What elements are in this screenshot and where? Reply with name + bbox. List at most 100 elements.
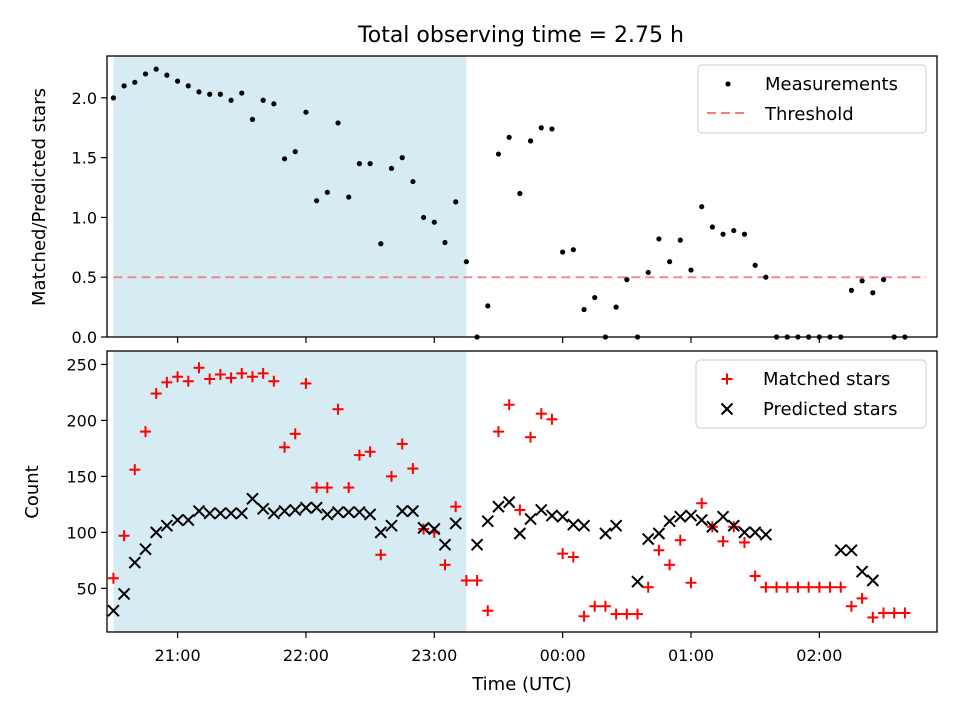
predicted-star-point [117,587,131,601]
measurement-point [592,294,598,301]
matched-star-point [610,608,622,620]
figure-title: Total observing time = 2.75 h [357,23,684,48]
measurement-point [249,116,256,122]
matched-star-point [214,369,226,381]
measurement-point [399,155,405,161]
measurement-point [688,267,694,273]
measurement-point [752,262,758,268]
matched-star-point [246,371,258,383]
measurement-point [538,125,544,131]
xtick-label: 21:00 [155,646,201,665]
predicted-star-point [149,526,163,539]
bottom-ytick-label: 250 [66,355,97,374]
top-plot-frame [106,55,938,338]
measurement-point [613,304,619,310]
matched-star-point [386,470,398,482]
matched-star-point [557,548,569,560]
matched-star-point [471,575,483,587]
measurement-point [356,161,363,167]
predicted-star-point [428,522,441,536]
matched-star-point [193,362,205,374]
predicted-star-point [674,510,687,523]
matched-star-point [300,377,312,389]
measurement-point [110,95,117,101]
predicted-star-point [738,526,751,539]
predicted-star-point [246,492,259,505]
matched-star-point [353,449,365,461]
matched-star-point [621,608,633,620]
measurement-point [121,83,127,89]
matched-star-point [589,600,601,612]
matched-star-point [204,373,216,385]
matched-star-point [140,426,152,438]
predicted-star-point [310,501,323,514]
top-ytick-label: 1.5 [72,149,97,168]
bottom-panel: 50 100 150 200 250 21:00 22:00 23:00 00:00 01:00… [22,350,938,695]
top-ytick-label: 0.5 [72,268,97,287]
measurement-point [292,149,298,155]
matched-star-point [760,581,772,593]
predicted-star-point [256,502,270,516]
matched-star-point [257,367,269,379]
matched-star-point [492,426,504,438]
matched-star-point [364,446,376,458]
predicted-star-point [374,526,388,539]
matched-star-point [311,482,323,494]
bottom-plot-frame [106,350,938,633]
matched-star-point [685,577,697,589]
predicted-star-point [759,528,773,541]
matched-star-point [225,372,237,384]
measurement-point [741,231,748,237]
predicted-star-point [855,565,869,578]
measurement-point [495,151,502,157]
measurement-point [335,120,341,126]
matched-star-point [792,581,804,593]
matched-star-point [632,608,644,620]
measurement-point [260,97,266,103]
predicted-star-point [470,538,484,551]
bottom-legend: Matched stars Predicted stars [695,359,927,429]
measurement-point [709,224,715,230]
top-ytick-label: 2.0 [72,89,97,108]
measurement-point [870,290,876,296]
top-ytick-label: 0.0 [72,328,97,347]
matched-star-point [888,607,900,619]
measurement-point [517,190,523,197]
measurement-point [677,237,683,243]
matched-star-point [514,504,526,516]
legend-measurements-marker [725,81,731,87]
measurement-point [420,214,427,221]
top-legend: Measurements Threshold [697,64,927,134]
matched-star-point [460,575,472,587]
predicted-star-point [224,507,238,520]
predicted-star-point [267,507,281,520]
predicted-star-point [449,517,462,530]
predicted-star-point [331,506,345,519]
measurement-point [453,199,459,205]
matched-star-point [546,413,558,425]
measurement-point [463,259,469,265]
measurement-point [549,126,555,132]
matched-star-point [482,605,494,617]
predicted-star-point [524,512,537,526]
legend-predicted-marker [720,402,734,416]
measurement-point [645,269,651,276]
matched-star-point [738,536,750,548]
predicted-star-point [631,575,644,588]
legend-measurements-label: Measurements [765,74,898,95]
top-y-axis-label: Matched/Predicted stars [29,88,50,306]
matched-star-point [332,403,344,415]
predicted-star-point [192,504,206,518]
predicted-star-point [406,504,420,518]
predicted-star-point [652,527,666,540]
legend-threshold-label: Threshold [764,104,854,125]
xtick-label: 23:00 [411,646,457,665]
matched-star-point [150,388,162,400]
predicted-star-point [395,504,409,518]
predicted-star-point [556,510,569,523]
predicted-star-point [845,544,858,557]
measurement-point [239,90,245,96]
measurement-point [132,79,138,85]
measurement-point [388,165,395,171]
